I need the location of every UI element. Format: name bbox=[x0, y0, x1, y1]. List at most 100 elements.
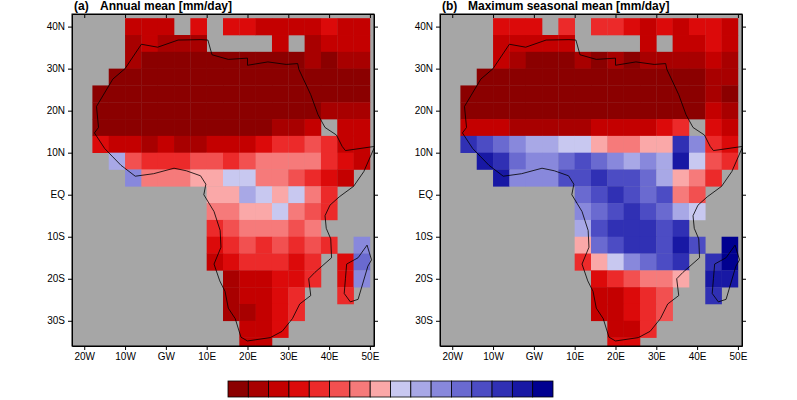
cell bbox=[305, 119, 322, 136]
cell bbox=[575, 186, 592, 203]
tick-label: EQ bbox=[51, 189, 66, 200]
tick-label: EQ bbox=[419, 189, 434, 200]
cell bbox=[125, 85, 142, 102]
tick bbox=[742, 195, 746, 196]
tick bbox=[742, 111, 746, 112]
cell bbox=[640, 254, 657, 271]
tick-mark bbox=[329, 14, 330, 18]
cell bbox=[256, 169, 273, 186]
cell bbox=[607, 237, 624, 254]
cell bbox=[558, 102, 575, 119]
cell bbox=[354, 237, 371, 254]
cell bbox=[673, 69, 690, 86]
tick: EQ bbox=[51, 189, 72, 200]
cell bbox=[174, 136, 191, 153]
cell bbox=[239, 69, 256, 86]
tick bbox=[493, 14, 494, 18]
tick-label: 40N bbox=[47, 21, 65, 32]
cell bbox=[207, 169, 224, 186]
cell bbox=[640, 237, 657, 254]
tick bbox=[615, 14, 616, 18]
cell bbox=[141, 18, 158, 35]
cell bbox=[607, 220, 624, 237]
tick-mark bbox=[436, 195, 440, 196]
tick bbox=[370, 14, 371, 18]
cell bbox=[337, 69, 354, 86]
cell bbox=[141, 136, 158, 153]
x-axis: 20W10WGW10E20E30E40E50E bbox=[73, 346, 380, 362]
coastline bbox=[344, 245, 371, 302]
cell bbox=[705, 153, 722, 170]
cell bbox=[305, 254, 322, 271]
cell bbox=[722, 69, 739, 86]
cell bbox=[207, 136, 224, 153]
cell bbox=[272, 270, 289, 287]
cell bbox=[125, 102, 142, 119]
tick-label: 10N bbox=[47, 147, 65, 158]
cell bbox=[305, 69, 322, 86]
cell bbox=[288, 119, 305, 136]
tick-mark bbox=[436, 237, 440, 238]
cell bbox=[673, 153, 690, 170]
cell bbox=[354, 18, 371, 35]
tick bbox=[288, 14, 289, 18]
cell bbox=[607, 186, 624, 203]
cell bbox=[558, 35, 575, 52]
axis-line bbox=[742, 15, 743, 347]
cell bbox=[493, 136, 510, 153]
cell bbox=[321, 153, 338, 170]
cell bbox=[174, 102, 191, 119]
tick bbox=[374, 27, 378, 28]
cell bbox=[591, 102, 608, 119]
tick: 30E bbox=[648, 346, 666, 362]
cell bbox=[624, 304, 641, 321]
tick-label: 30E bbox=[280, 351, 298, 362]
colorbar-box bbox=[350, 381, 370, 397]
cell bbox=[689, 237, 706, 254]
tick-mark bbox=[742, 195, 746, 196]
tick-label: 10S bbox=[415, 231, 433, 242]
cell bbox=[493, 35, 510, 52]
cell bbox=[673, 270, 690, 287]
cell bbox=[272, 119, 289, 136]
panel: 20W10WGW10E20E30E40E50E40N30N20N10NEQ10S… bbox=[415, 0, 748, 362]
cell bbox=[558, 69, 575, 86]
cell bbox=[542, 169, 559, 186]
cell bbox=[656, 85, 673, 102]
panel-label: (a) bbox=[74, 0, 89, 13]
tick: 10W bbox=[483, 346, 504, 362]
tick-label: GW bbox=[158, 351, 176, 362]
tick-label: 10N bbox=[415, 147, 433, 158]
tick-mark bbox=[742, 153, 746, 154]
cell bbox=[272, 237, 289, 254]
cell bbox=[125, 136, 142, 153]
cell bbox=[125, 119, 142, 136]
tick-mark bbox=[288, 14, 289, 18]
cell bbox=[256, 52, 273, 69]
tick-mark bbox=[247, 346, 248, 350]
cell bbox=[558, 85, 575, 102]
tick bbox=[575, 14, 576, 18]
cell bbox=[509, 18, 526, 35]
tick bbox=[534, 14, 535, 18]
frame bbox=[440, 14, 742, 346]
cell bbox=[158, 119, 175, 136]
cell bbox=[272, 136, 289, 153]
tick bbox=[84, 14, 85, 18]
cell bbox=[558, 52, 575, 69]
cell bbox=[656, 18, 673, 35]
cell bbox=[656, 186, 673, 203]
cell bbox=[305, 136, 322, 153]
tick: 40E bbox=[321, 346, 339, 362]
colorbar-box bbox=[391, 381, 411, 397]
cell bbox=[689, 18, 706, 35]
tick: 30E bbox=[280, 346, 298, 362]
cell bbox=[288, 304, 305, 321]
cell bbox=[239, 237, 256, 254]
tick-mark bbox=[68, 279, 72, 280]
colorbar-box bbox=[269, 381, 289, 397]
tick-mark bbox=[493, 346, 494, 350]
tick bbox=[738, 14, 739, 18]
cell bbox=[673, 186, 690, 203]
cell bbox=[239, 321, 256, 338]
